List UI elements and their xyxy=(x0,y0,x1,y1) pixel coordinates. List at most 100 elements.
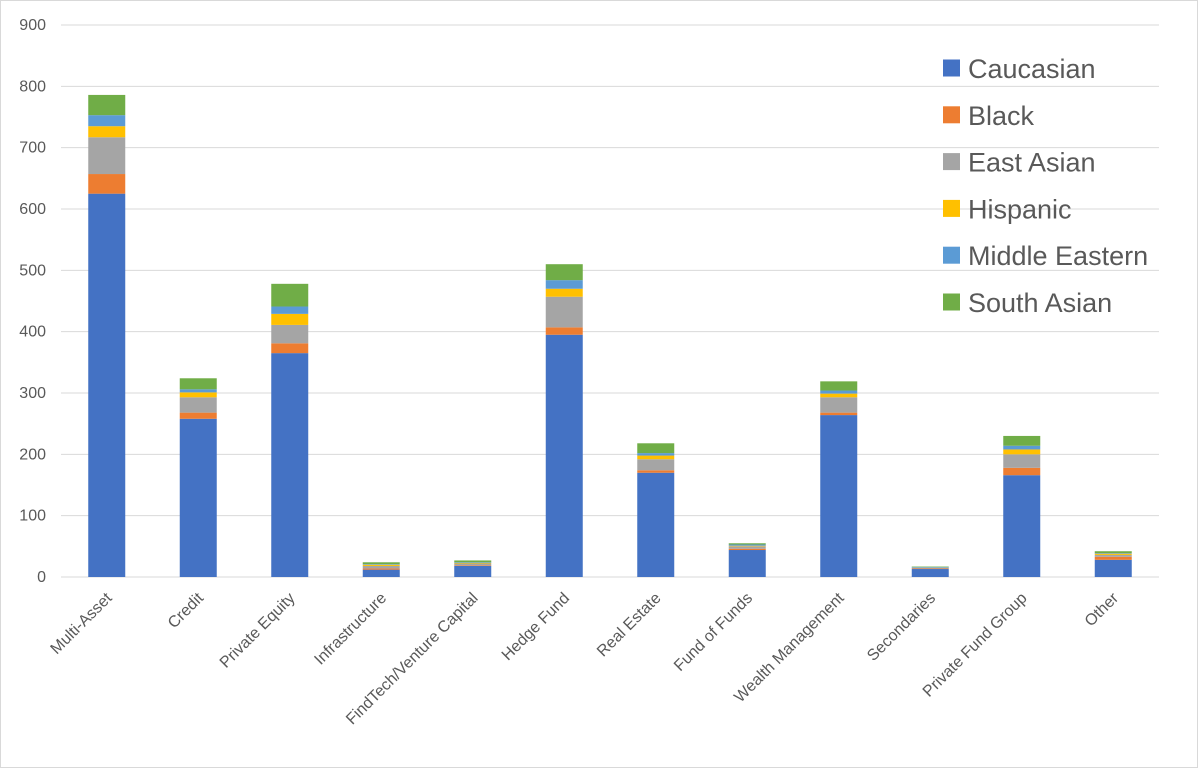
bar-stack-1 xyxy=(179,378,217,577)
y-tick-label: 800 xyxy=(19,78,46,95)
bar-segment xyxy=(179,412,217,419)
legend-swatch xyxy=(943,106,960,124)
y-tick-label: 900 xyxy=(19,17,46,34)
legend-item: East Asian xyxy=(943,148,1096,178)
legend-item: Hispanic xyxy=(943,194,1072,224)
bar-segment xyxy=(728,544,766,546)
bar-segment xyxy=(271,306,309,314)
legend-label: Black xyxy=(968,101,1035,131)
bar-segment xyxy=(545,296,583,328)
bar-segment xyxy=(545,280,583,289)
x-axis-categories: Multi-Asset Credit Private Equity Infrastru… xyxy=(48,589,1123,728)
bar-segment xyxy=(179,378,217,390)
bar-segment xyxy=(637,472,675,577)
grid-lines xyxy=(61,24,1159,578)
bar-segment xyxy=(728,546,766,549)
legend: Caucasian Black East Asian Hispanic Middle E… xyxy=(943,54,1148,318)
bar-stack-9 xyxy=(911,566,949,577)
bar-segment xyxy=(1003,449,1041,455)
x-category-label: Private Equity xyxy=(217,590,299,672)
legend-item: South Asian xyxy=(943,288,1112,318)
bar-stack-5 xyxy=(545,264,583,577)
bar-segment xyxy=(820,397,858,413)
bar-segment xyxy=(1003,467,1041,476)
bar-segment xyxy=(545,288,583,297)
bar-segment xyxy=(637,443,675,454)
x-category-label: Private Fund Group xyxy=(920,590,1031,701)
bar-segment xyxy=(1094,553,1132,555)
bar-segment xyxy=(271,353,309,577)
bar-segment xyxy=(362,569,400,577)
bar-segment xyxy=(88,126,126,138)
bar-segment xyxy=(179,392,217,398)
bar-stack-8 xyxy=(820,381,858,577)
y-tick-label: 500 xyxy=(19,262,46,279)
bar-segment xyxy=(728,548,766,551)
bar-segment xyxy=(728,550,766,577)
bar-segment xyxy=(1094,553,1132,554)
bar-segment xyxy=(728,545,766,547)
x-category-label: Real Estate xyxy=(594,590,665,661)
y-tick-label: 0 xyxy=(37,569,46,586)
bar-segment xyxy=(454,560,492,563)
bar-segment xyxy=(179,397,217,413)
y-axis-ticks: 0 100 200 300 400 500 600 700 800 900 xyxy=(19,17,46,586)
legend-label: Middle Eastern xyxy=(968,241,1148,271)
bar-segment xyxy=(911,569,949,577)
x-category-label: Other xyxy=(1082,589,1123,630)
bar-segment xyxy=(637,453,675,456)
bar-segment xyxy=(362,568,400,570)
bar-segment xyxy=(454,565,492,577)
y-tick-label: 700 xyxy=(19,140,46,157)
bar-segment xyxy=(454,562,492,564)
y-tick-label: 600 xyxy=(19,201,46,218)
bar-segment xyxy=(545,264,583,281)
bar-segment xyxy=(911,567,949,569)
bar-segment xyxy=(454,565,492,566)
bar-segment xyxy=(1094,554,1132,557)
bar-segment xyxy=(820,381,858,391)
bar-segment xyxy=(545,334,583,577)
bar-stack-4 xyxy=(454,560,492,577)
bar-segment xyxy=(362,565,400,569)
bar-segment xyxy=(545,327,583,335)
x-category-label: Secondaries xyxy=(864,590,939,665)
bar-segment xyxy=(911,567,949,568)
bar-segment xyxy=(271,313,309,325)
bar-segment xyxy=(1003,454,1041,468)
x-category-label: Fund of Funds xyxy=(671,590,756,675)
bar-segment xyxy=(1003,435,1041,446)
legend-swatch xyxy=(943,246,960,264)
bar-segment xyxy=(362,562,400,565)
bar-segment xyxy=(1094,551,1132,554)
bar-segment xyxy=(1094,559,1132,577)
legend-item: Middle Eastern xyxy=(943,241,1148,271)
y-tick-label: 200 xyxy=(19,446,46,463)
legend-item: Caucasian xyxy=(943,54,1096,84)
bar-segment xyxy=(637,455,675,460)
bars xyxy=(88,94,1132,577)
bar-segment xyxy=(820,393,858,398)
bar-segment xyxy=(88,94,126,116)
legend-label: South Asian xyxy=(968,288,1112,318)
bar-segment xyxy=(179,418,217,577)
bar-segment xyxy=(911,566,949,568)
bar-segment xyxy=(362,564,400,566)
bar-segment xyxy=(271,283,309,307)
bar-segment xyxy=(454,563,492,566)
bar-segment xyxy=(362,564,400,565)
x-category-label: Hedge Fund xyxy=(499,590,573,664)
legend-label: Caucasian xyxy=(968,54,1096,84)
bar-segment xyxy=(820,412,858,416)
bar-segment xyxy=(637,459,675,471)
legend-swatch xyxy=(943,153,960,171)
bar-segment xyxy=(1003,445,1041,450)
y-tick-label: 400 xyxy=(19,324,46,341)
bar-stack-3 xyxy=(362,562,400,577)
bar-stack-10 xyxy=(1003,435,1041,577)
bar-stack-2 xyxy=(271,283,309,577)
bar-segment xyxy=(179,389,217,393)
bar-segment xyxy=(88,137,126,175)
bar-segment xyxy=(88,174,126,194)
y-tick-label: 100 xyxy=(19,508,46,525)
